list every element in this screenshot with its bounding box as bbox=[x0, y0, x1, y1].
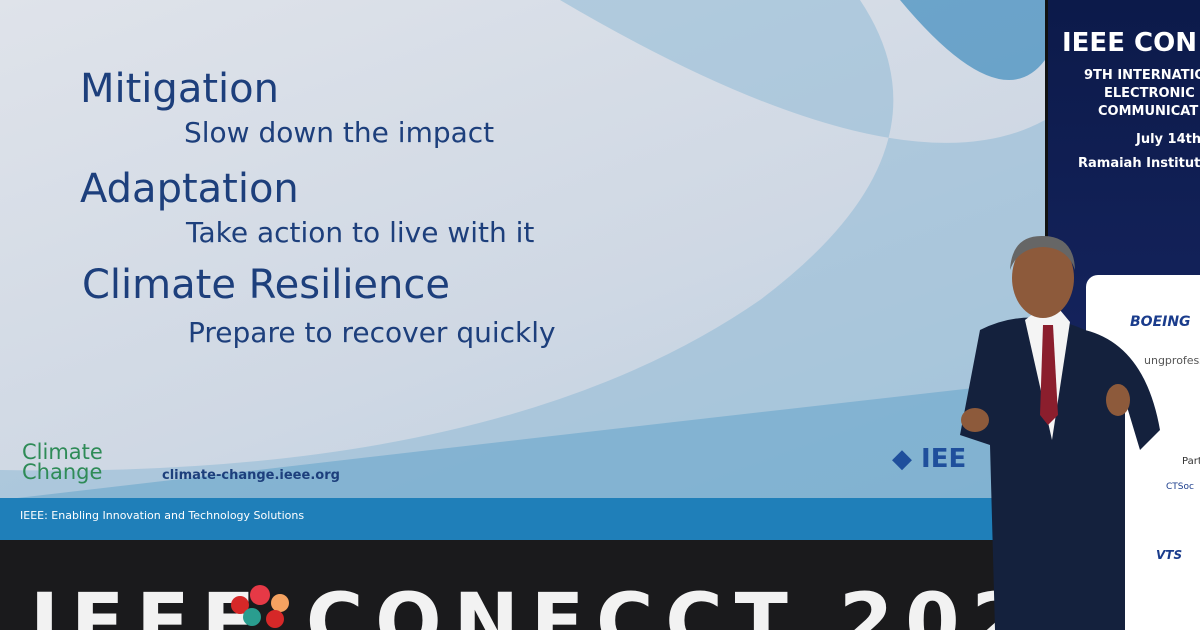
flowers bbox=[231, 585, 289, 628]
heading: Mitigation bbox=[80, 66, 279, 112]
detail: Take action to live with it bbox=[186, 216, 535, 249]
ieee-text: IEE bbox=[921, 444, 967, 474]
detail: Prepare to recover quickly bbox=[188, 316, 556, 349]
logo-line: Climate bbox=[22, 440, 103, 464]
heading: Climate Resilience bbox=[82, 262, 450, 308]
banner-line: 9TH INTERNATIO bbox=[1084, 68, 1200, 83]
sponsor: Part bbox=[1182, 456, 1200, 467]
ieee-logo: ◆ IEE bbox=[892, 444, 967, 474]
climate-logo: Climate Change bbox=[22, 440, 103, 484]
banner-line: COMMUNICAT bbox=[1098, 104, 1199, 119]
sponsor: BOEING bbox=[1130, 314, 1191, 330]
sponsor: ungprofessio bbox=[1144, 354, 1200, 367]
logo-line: Change bbox=[22, 460, 103, 484]
banner-title: IEEE CON bbox=[1062, 28, 1197, 58]
backdrop-text: IEEE CONECCT 2023 bbox=[30, 578, 1048, 630]
slide-swoosh bbox=[0, 0, 1045, 540]
sponsor: CTSoc bbox=[1166, 482, 1194, 492]
banner-date: July 14th bbox=[1136, 132, 1200, 147]
url: climate-change.ieee.org bbox=[162, 468, 340, 483]
detail: Slow down the impact bbox=[184, 116, 495, 149]
slide-footer: IEEE: Enabling Innovation and Technology… bbox=[20, 509, 305, 522]
speaker bbox=[960, 235, 1160, 630]
banner-venue: Ramaiah Institute bbox=[1078, 156, 1200, 171]
heading: Adaptation bbox=[80, 166, 299, 212]
stage-backdrop: IEEE CONECCT 2023 bbox=[0, 540, 1048, 630]
slide-screen: Mitigation Slow down the impact Adaptati… bbox=[0, 0, 1045, 540]
banner-line: ELECTRONIC bbox=[1104, 86, 1195, 101]
sponsor: VTS bbox=[1156, 548, 1183, 562]
